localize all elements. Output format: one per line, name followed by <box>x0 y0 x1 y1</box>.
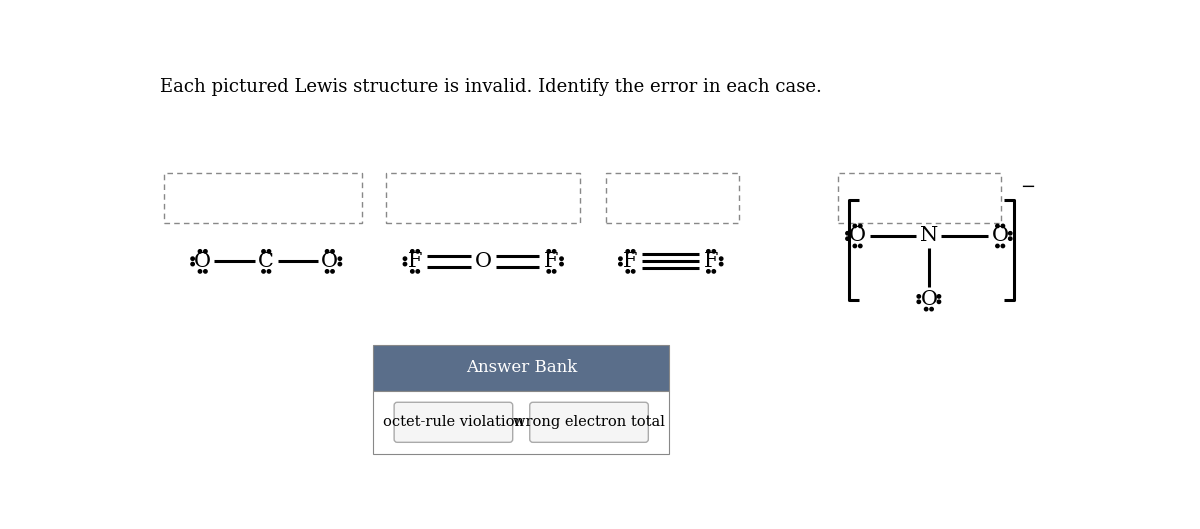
Circle shape <box>416 270 420 273</box>
Circle shape <box>619 262 622 266</box>
Circle shape <box>930 307 934 311</box>
Text: F: F <box>545 252 559 271</box>
Circle shape <box>917 300 920 304</box>
Circle shape <box>619 257 622 260</box>
Circle shape <box>937 300 941 304</box>
Text: octet-rule violation: octet-rule violation <box>383 415 524 430</box>
Text: C: C <box>258 252 274 271</box>
Text: N: N <box>919 226 938 245</box>
Circle shape <box>858 224 862 227</box>
Text: O: O <box>991 226 1009 245</box>
Circle shape <box>410 270 414 273</box>
Text: O: O <box>194 252 211 271</box>
Text: O: O <box>920 289 937 308</box>
Text: O: O <box>322 252 338 271</box>
Text: Answer Bank: Answer Bank <box>466 359 577 376</box>
Circle shape <box>996 224 1000 227</box>
Text: wrong electron total: wrong electron total <box>514 415 665 430</box>
Circle shape <box>338 257 342 260</box>
Circle shape <box>858 244 862 248</box>
Circle shape <box>712 270 715 273</box>
Circle shape <box>937 295 941 298</box>
Circle shape <box>403 262 407 266</box>
FancyBboxPatch shape <box>529 402 648 442</box>
Circle shape <box>268 270 271 273</box>
Text: F: F <box>623 252 637 271</box>
Circle shape <box>338 262 342 266</box>
Circle shape <box>707 250 710 253</box>
Circle shape <box>191 262 194 266</box>
Bar <box>606 173 739 223</box>
Circle shape <box>198 250 202 253</box>
Circle shape <box>560 257 563 260</box>
Circle shape <box>720 262 722 266</box>
Circle shape <box>1001 244 1004 248</box>
Circle shape <box>204 250 208 253</box>
Circle shape <box>631 270 635 273</box>
FancyBboxPatch shape <box>373 344 670 391</box>
Circle shape <box>331 250 335 253</box>
Circle shape <box>853 224 857 227</box>
Circle shape <box>707 270 710 273</box>
Circle shape <box>720 257 722 260</box>
Text: O: O <box>850 226 866 245</box>
Circle shape <box>331 270 335 273</box>
Circle shape <box>917 295 920 298</box>
Circle shape <box>325 250 329 253</box>
Bar <box>839 173 1001 223</box>
Circle shape <box>996 244 1000 248</box>
Circle shape <box>552 270 556 273</box>
Circle shape <box>198 270 202 273</box>
Bar <box>386 173 580 223</box>
Circle shape <box>846 237 850 240</box>
Circle shape <box>846 232 850 235</box>
Circle shape <box>626 250 630 253</box>
Circle shape <box>547 250 551 253</box>
Text: O: O <box>475 252 492 271</box>
Circle shape <box>204 270 208 273</box>
Circle shape <box>410 250 414 253</box>
Circle shape <box>1001 224 1004 227</box>
Bar <box>164 173 361 223</box>
Circle shape <box>853 244 857 248</box>
FancyBboxPatch shape <box>373 391 670 454</box>
Circle shape <box>262 270 265 273</box>
FancyBboxPatch shape <box>394 402 512 442</box>
Circle shape <box>552 250 556 253</box>
Text: −: − <box>1020 178 1036 196</box>
Circle shape <box>262 250 265 253</box>
Circle shape <box>403 257 407 260</box>
Circle shape <box>1008 232 1012 235</box>
Circle shape <box>191 257 194 260</box>
Circle shape <box>325 270 329 273</box>
Circle shape <box>712 250 715 253</box>
Circle shape <box>924 307 928 311</box>
Circle shape <box>416 250 420 253</box>
Circle shape <box>1008 237 1012 240</box>
Text: F: F <box>408 252 422 271</box>
Circle shape <box>547 270 551 273</box>
Circle shape <box>631 250 635 253</box>
Circle shape <box>626 270 630 273</box>
Circle shape <box>560 262 563 266</box>
Text: Each pictured Lewis structure is invalid. Identify the error in each case.: Each pictured Lewis structure is invalid… <box>160 78 822 96</box>
Text: F: F <box>704 252 719 271</box>
Circle shape <box>268 250 271 253</box>
